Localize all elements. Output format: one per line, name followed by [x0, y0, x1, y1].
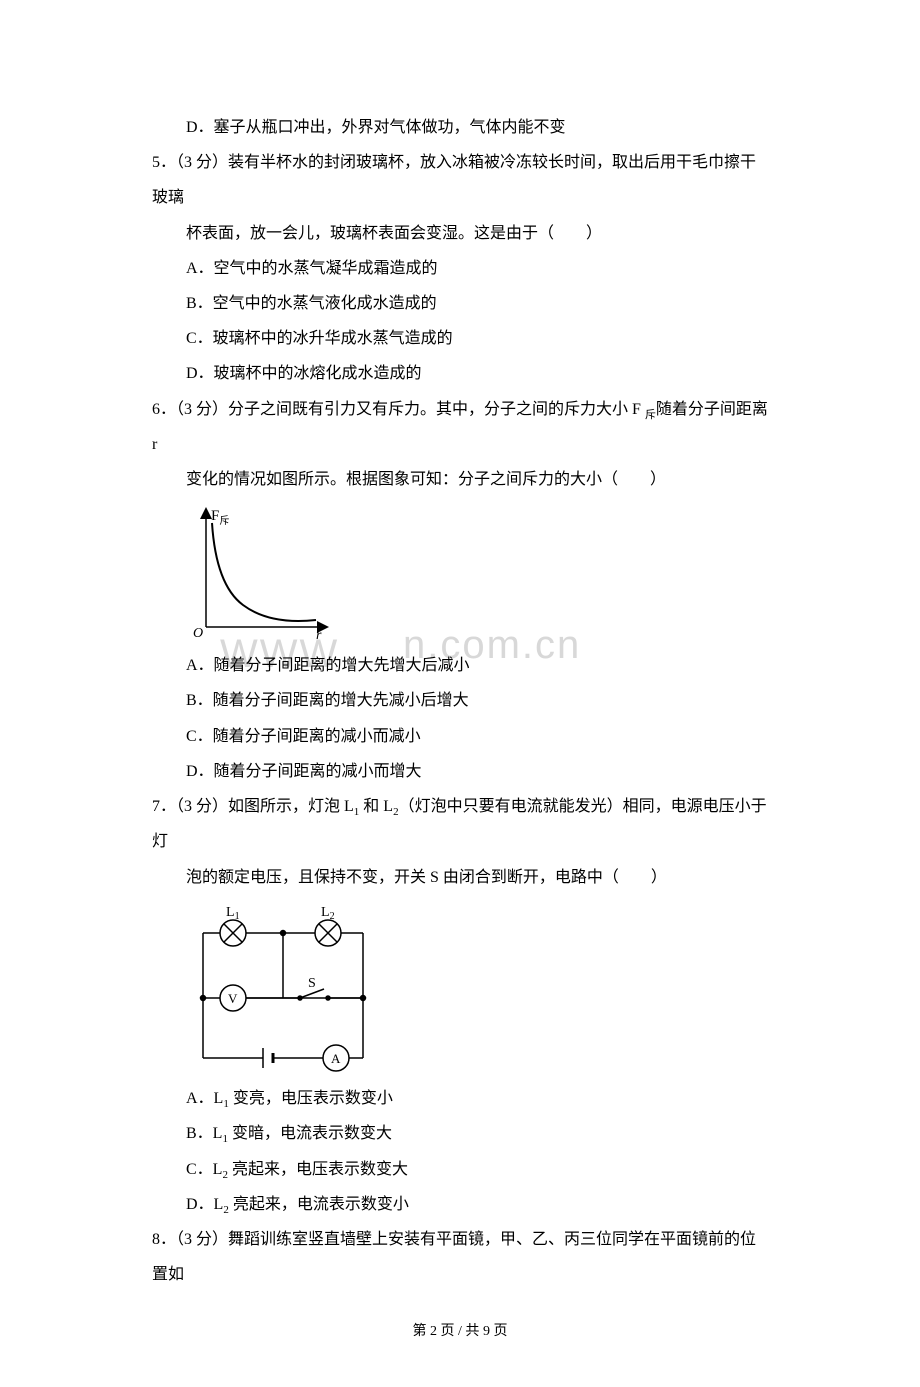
q7-c-b: 亮起来，电压表示数变大	[228, 1161, 408, 1178]
voltmeter-label: V	[228, 991, 238, 1006]
q5-stem-line2: 杯表面，放一会儿，玻璃杯表面会变湿。这是由于（ ）	[152, 216, 768, 251]
q5-option-b: B．空气中的水蒸气液化成水造成的	[152, 286, 768, 321]
q6-graph-svg: F斥 r O	[188, 505, 333, 640]
q7-s1b: 和 L	[359, 798, 393, 815]
node-top-mid	[281, 930, 286, 935]
ammeter-label: A	[331, 1051, 341, 1066]
q6-stem-l1a: 6．（3 分）分子之间既有引力又有斥力。其中，分子之间的斥力大小 F	[152, 401, 645, 418]
switch-label: S	[308, 976, 316, 991]
q7-option-c: C．L2 亮起来，电压表示数变大	[152, 1152, 768, 1187]
origin-label: O	[193, 626, 203, 640]
node-right	[361, 995, 366, 1000]
lamp2-label: L2	[321, 905, 335, 922]
q7-s1a: 7．（3 分）如图所示，灯泡 L	[152, 798, 354, 815]
q6-option-c: C．随着分子间距离的减小而减小	[152, 719, 768, 754]
q7-stem-line2: 泡的额定电压，且保持不变，开关 S 由闭合到断开，电路中（ ）	[152, 860, 768, 895]
q7-option-a: A．L1 变亮，电压表示数变小	[152, 1081, 768, 1116]
q5-option-c: C．玻璃杯中的冰升华成水蒸气造成的	[152, 321, 768, 356]
page-footer: 第 2 页 / 共 9 页	[152, 1317, 768, 1348]
q6-graph: F斥 r O	[152, 505, 768, 640]
footer-b: 页 / 共	[437, 1324, 483, 1339]
q7-a-a: A．L	[186, 1090, 223, 1107]
q6-stem-line2: 变化的情况如图所示。根据图象可知：分子之间斥力的大小（ ）	[152, 462, 768, 497]
q7-option-b: B．L1 变暗，电流表示数变大	[152, 1116, 768, 1151]
q6-stem-line1: 6．（3 分）分子之间既有引力又有斥力。其中，分子之间的斥力大小 F 斥随着分子…	[152, 392, 768, 463]
q7-circuit: L1 L2 S V A	[152, 903, 768, 1073]
q7-circuit-svg: L1 L2 S V A	[188, 903, 378, 1073]
q5-option-d: D．玻璃杯中的冰熔化成水造成的	[152, 356, 768, 391]
q7-a-b: 变亮，电压表示数变小	[229, 1090, 393, 1107]
q7-c-a: C．L	[186, 1161, 222, 1178]
q7-b-b: 变暗，电流表示数变大	[228, 1125, 392, 1142]
footer-total: 9	[483, 1324, 490, 1339]
x-label: r	[316, 628, 322, 640]
q7-b-a: B．L	[186, 1125, 222, 1142]
q7-d-a: D．L	[186, 1196, 223, 1213]
q5-option-a: A．空气中的水蒸气凝华成霜造成的	[152, 251, 768, 286]
q7-d-b: 亮起来，电流表示数变小	[229, 1196, 409, 1213]
node-left	[201, 995, 206, 1000]
q8-stem-line1: 8．（3 分）舞蹈训练室竖直墙壁上安装有平面镜，甲、乙、丙三位同学在平面镜前的位…	[152, 1222, 768, 1292]
q7-stem-line1: 7．（3 分）如图所示，灯泡 L1 和 L2（灯泡中只要有电流就能发光）相同，电…	[152, 789, 768, 860]
q6-option-a: A．随着分子间距离的增大先增大后减小	[152, 648, 768, 683]
q5-stem-line1: 5．（3 分）装有半杯水的封闭玻璃杯，放入冰箱被冷冻较长时间，取出后用干毛巾擦干…	[152, 145, 768, 215]
q6-option-b: B．随着分子间距离的增大先减小后增大	[152, 683, 768, 718]
q6-option-d: D．随着分子间距离的减小而增大	[152, 754, 768, 789]
q7-option-d: D．L2 亮起来，电流表示数变小	[152, 1187, 768, 1222]
footer-c: 页	[490, 1324, 508, 1339]
curve	[212, 523, 316, 621]
footer-page: 2	[430, 1324, 437, 1339]
y-label: F斥	[211, 508, 229, 527]
q6-stem-l1sub: 斥	[645, 409, 656, 421]
lamp1-label: L1	[226, 905, 240, 922]
footer-a: 第	[413, 1324, 431, 1339]
q4-option-d: D．塞子从瓶口冲出，外界对气体做功，气体内能不变	[152, 110, 768, 145]
